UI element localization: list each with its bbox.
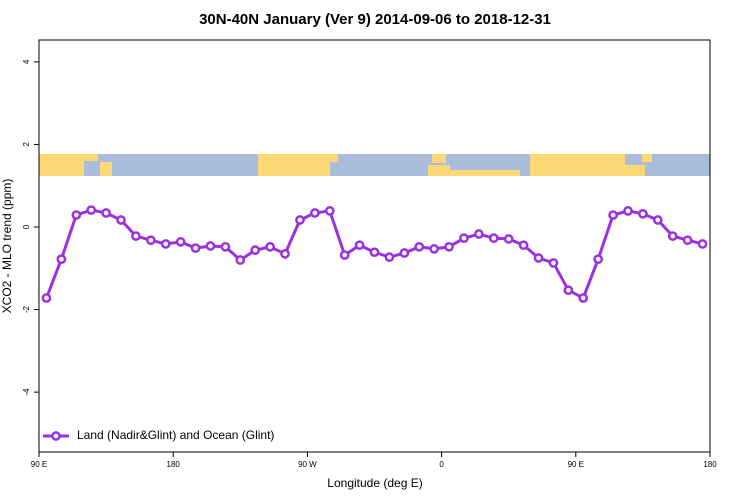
point — [578, 293, 589, 303]
point — [175, 237, 186, 247]
x-tick-label: 180 — [167, 460, 181, 469]
point — [697, 239, 708, 249]
point — [384, 252, 395, 262]
point — [250, 245, 261, 255]
point — [399, 248, 410, 258]
plot-frame — [38, 39, 711, 453]
point — [667, 231, 678, 241]
point — [116, 215, 126, 225]
x-tick-label: 90 E — [568, 460, 584, 469]
point — [339, 250, 350, 260]
point — [652, 215, 663, 225]
y-tick-label: 2 — [22, 142, 31, 147]
point — [682, 235, 693, 246]
legend-label: Land (Nadir&Glint) and Ocean (Glint) — [77, 428, 274, 442]
point — [56, 254, 67, 265]
x-tick-label: 180 — [703, 460, 717, 469]
point — [41, 293, 52, 303]
point — [518, 240, 529, 251]
point — [265, 241, 275, 252]
point — [429, 244, 439, 254]
point — [295, 215, 305, 225]
point — [280, 248, 290, 259]
legend-marker — [51, 431, 61, 441]
point — [205, 241, 216, 251]
point — [220, 241, 231, 252]
point — [235, 255, 246, 265]
chart-title: 30N-40N January (Ver 9) 2014-09-06 to 20… — [199, 11, 551, 28]
point — [474, 229, 484, 239]
point — [533, 253, 544, 263]
x-tick-label: 90 W — [298, 460, 317, 469]
point — [593, 254, 604, 265]
point — [131, 231, 141, 241]
map-strip — [39, 154, 710, 176]
point — [444, 241, 454, 252]
point — [608, 210, 618, 220]
point — [369, 247, 380, 258]
point — [190, 243, 201, 253]
x-tick-label: 0 — [439, 460, 444, 469]
point — [414, 241, 425, 252]
point — [71, 210, 82, 220]
point — [160, 239, 171, 249]
point — [488, 233, 499, 244]
point — [310, 208, 320, 218]
x-tick-label: 90 E — [31, 460, 47, 469]
point — [354, 240, 365, 251]
y-axis-label: XCO2 - MLO trend (ppm) — [0, 179, 14, 314]
point — [101, 208, 111, 218]
point — [86, 205, 97, 215]
point — [548, 258, 559, 268]
y-tick-label: -2 — [22, 305, 31, 313]
x-axis-label: Longitude (deg E) — [327, 476, 422, 490]
point — [324, 206, 335, 216]
point — [459, 233, 469, 244]
point — [623, 206, 633, 216]
y-tick-label: 0 — [22, 224, 31, 229]
y-tick-label: 4 — [22, 59, 31, 64]
point — [145, 235, 156, 246]
point — [563, 285, 574, 296]
point — [638, 208, 648, 219]
y-tick-label: -4 — [22, 388, 31, 396]
point — [503, 234, 514, 244]
